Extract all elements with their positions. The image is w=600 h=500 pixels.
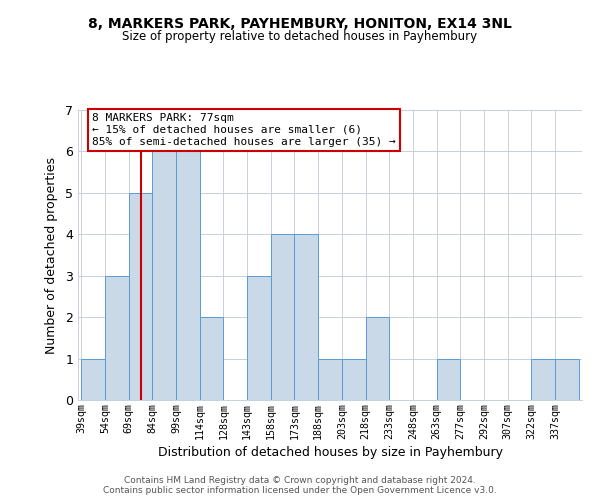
Bar: [81, 358, 105, 400]
Bar: [295, 234, 318, 400]
Bar: [271, 234, 295, 400]
Bar: [342, 358, 365, 400]
Bar: [200, 317, 223, 400]
Y-axis label: Number of detached properties: Number of detached properties: [45, 156, 58, 354]
Text: Contains public sector information licensed under the Open Government Licence v3: Contains public sector information licen…: [103, 486, 497, 495]
Bar: [532, 358, 555, 400]
Bar: [152, 152, 176, 400]
Bar: [365, 317, 389, 400]
Bar: [318, 358, 342, 400]
Bar: [555, 358, 579, 400]
Text: 8, MARKERS PARK, PAYHEMBURY, HONITON, EX14 3NL: 8, MARKERS PARK, PAYHEMBURY, HONITON, EX…: [88, 18, 512, 32]
Bar: [128, 193, 152, 400]
Bar: [176, 152, 200, 400]
Bar: [247, 276, 271, 400]
Bar: [437, 358, 460, 400]
Bar: [105, 276, 128, 400]
Text: Size of property relative to detached houses in Payhembury: Size of property relative to detached ho…: [122, 30, 478, 43]
Text: 8 MARKERS PARK: 77sqm
← 15% of detached houses are smaller (6)
85% of semi-detac: 8 MARKERS PARK: 77sqm ← 15% of detached …: [92, 114, 396, 146]
Text: Contains HM Land Registry data © Crown copyright and database right 2024.: Contains HM Land Registry data © Crown c…: [124, 476, 476, 485]
X-axis label: Distribution of detached houses by size in Payhembury: Distribution of detached houses by size …: [157, 446, 503, 458]
